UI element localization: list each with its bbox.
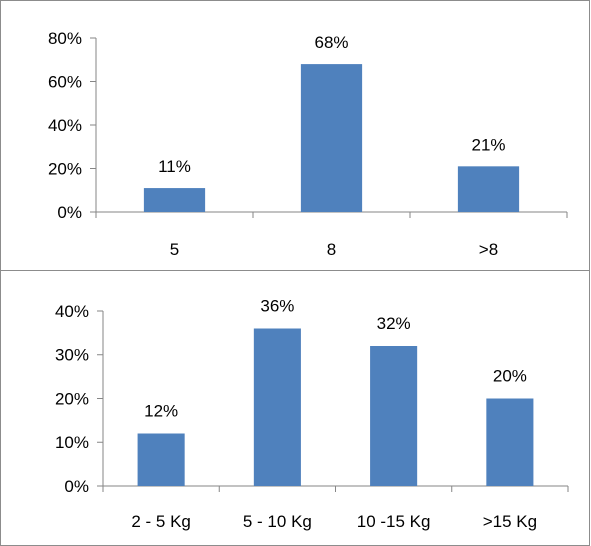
- bar-0-0: [143, 188, 206, 212]
- bar-0-1: [300, 64, 363, 212]
- chart-panel-top: 0% 20% 40% 60% 80% 11% 5 68% 8 21% >8: [0, 0, 590, 271]
- x-category-label: >8: [479, 240, 498, 259]
- y-tick-label: 10%: [55, 433, 89, 452]
- y-tick-label: 0%: [57, 203, 82, 222]
- x-category-label: 2 - 5 Kg: [131, 512, 191, 531]
- x-category-label: 5 - 10 Kg: [243, 512, 312, 531]
- data-label: 32%: [377, 314, 411, 333]
- bar-chart-top: 0% 20% 40% 60% 80% 11% 5 68% 8 21% >8: [48, 29, 568, 259]
- chart-panel-bottom: 0% 10% 20% 30% 40% 12% 2 - 5 Kg 36% 5 - 10 Kg 32%…: [0, 270, 590, 546]
- bar-1-2: [370, 346, 418, 486]
- bar-1-0: [137, 433, 185, 486]
- data-label: 21%: [471, 135, 505, 154]
- data-label: 20%: [493, 367, 527, 386]
- y-tick-label: 20%: [48, 159, 82, 178]
- bar-0-2: [457, 166, 520, 212]
- bar-1-3: [486, 398, 534, 486]
- y-tick-label: 20%: [55, 389, 89, 408]
- bar-chart-bottom: 0% 10% 20% 30% 40% 12% 2 - 5 Kg 36% 5 - 10 Kg 32%…: [55, 297, 569, 531]
- bar-1-1: [253, 328, 301, 486]
- x-category-label: 8: [327, 240, 336, 259]
- y-tick-label: 0%: [64, 477, 89, 496]
- y-tick-label: 40%: [48, 116, 82, 135]
- data-label: 12%: [144, 402, 178, 421]
- data-label: 11%: [158, 157, 191, 176]
- x-category-label: 10 -15 Kg: [357, 512, 431, 531]
- x-category-label: >15 Kg: [483, 512, 537, 531]
- data-label: 68%: [314, 33, 348, 52]
- data-label: 36%: [260, 297, 294, 316]
- y-tick-label: 60%: [48, 72, 82, 91]
- y-tick-label: 40%: [55, 302, 89, 321]
- y-tick-label: 30%: [55, 346, 89, 365]
- x-category-label: 5: [170, 240, 179, 259]
- y-tick-label: 80%: [48, 29, 82, 48]
